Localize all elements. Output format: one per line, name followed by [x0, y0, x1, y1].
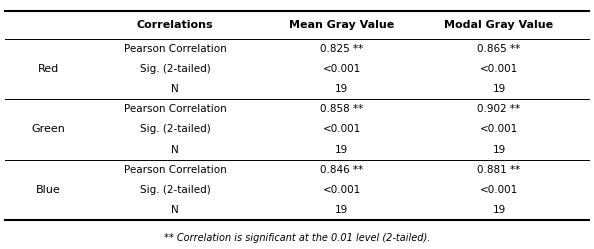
Text: Green: Green — [31, 124, 66, 134]
Text: 0.846 **: 0.846 ** — [320, 165, 363, 175]
Text: Sig. (2-tailed): Sig. (2-tailed) — [140, 185, 211, 195]
Text: 0.881 **: 0.881 ** — [478, 165, 520, 175]
Text: Pearson Correlation: Pearson Correlation — [124, 104, 226, 114]
Text: <0.001: <0.001 — [323, 124, 361, 134]
Text: <0.001: <0.001 — [323, 185, 361, 195]
Text: 0.858 **: 0.858 ** — [320, 104, 363, 114]
Text: 0.902 **: 0.902 ** — [478, 104, 520, 114]
Text: <0.001: <0.001 — [480, 64, 518, 74]
Text: N: N — [171, 84, 179, 94]
Text: Pearson Correlation: Pearson Correlation — [124, 44, 226, 54]
Text: Blue: Blue — [36, 185, 61, 195]
Text: <0.001: <0.001 — [323, 64, 361, 74]
Text: N: N — [171, 205, 179, 215]
Text: ** Correlation is significant at the 0.01 level (2-tailed).: ** Correlation is significant at the 0.0… — [164, 233, 430, 243]
Text: N: N — [171, 145, 179, 155]
Text: 0.865 **: 0.865 ** — [478, 44, 520, 54]
Text: Pearson Correlation: Pearson Correlation — [124, 165, 226, 175]
Text: Modal Gray Value: Modal Gray Value — [444, 20, 554, 30]
Text: Mean Gray Value: Mean Gray Value — [289, 20, 394, 30]
Text: Correlations: Correlations — [137, 20, 213, 30]
Text: Sig. (2-tailed): Sig. (2-tailed) — [140, 124, 211, 134]
Text: 0.825 **: 0.825 ** — [320, 44, 363, 54]
Text: <0.001: <0.001 — [480, 185, 518, 195]
Text: 19: 19 — [492, 84, 505, 94]
Text: 19: 19 — [335, 205, 348, 215]
Text: Sig. (2-tailed): Sig. (2-tailed) — [140, 64, 211, 74]
Text: 19: 19 — [335, 84, 348, 94]
Text: 19: 19 — [492, 145, 505, 155]
Text: 19: 19 — [335, 145, 348, 155]
Text: Red: Red — [38, 64, 59, 74]
Text: <0.001: <0.001 — [480, 124, 518, 134]
Text: 19: 19 — [492, 205, 505, 215]
